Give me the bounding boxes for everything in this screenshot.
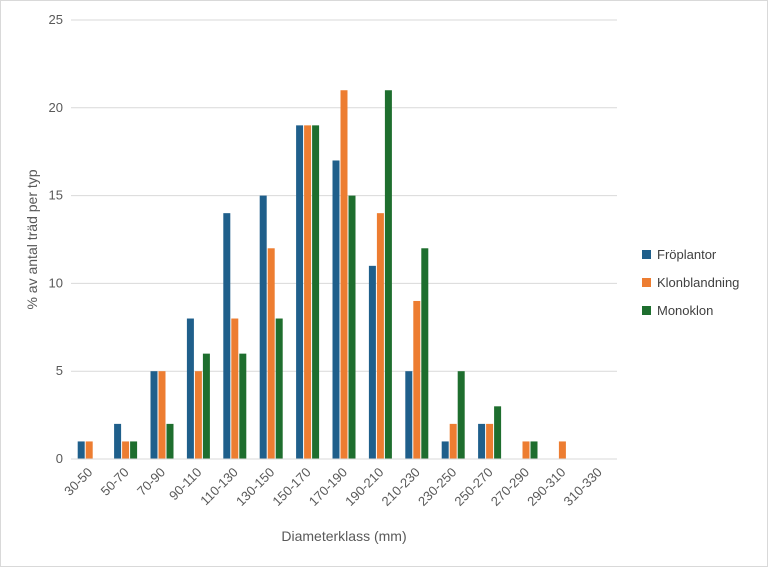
- x-tick-label: 50-70: [98, 465, 132, 499]
- bar-monoklon-270-290: [530, 441, 538, 459]
- legend-label: Klonblandning: [657, 275, 739, 290]
- y-tick-label: 25: [49, 12, 63, 27]
- x-axis-ticks: 30-50 50-70 70-9090-110110-130130-150150-1…: [61, 465, 605, 509]
- bar-klonblandning-210-230: [413, 300, 421, 459]
- legend-label: Fröplantor: [657, 247, 717, 262]
- x-tick-label: 270-290: [488, 465, 532, 509]
- x-axis-title: Diameterklass (mm): [281, 528, 406, 544]
- bar-klonblandning-110-130: [231, 318, 239, 459]
- bar-monoklon-170-190: [348, 195, 356, 459]
- x-tick-label: 230-250: [415, 465, 459, 509]
- bar-monoklon-250-270: [494, 406, 502, 459]
- bar-klonblandning-270-290: [522, 441, 530, 459]
- y-tick-label: 5: [56, 363, 63, 378]
- bar-klonblandning-230-250: [449, 423, 457, 459]
- y-tick-label: 15: [49, 188, 63, 203]
- bar-monoklon-70-90: [166, 423, 174, 459]
- y-tick-label: 0: [56, 451, 63, 466]
- x-tick-label: 210-230: [379, 465, 423, 509]
- bar-monoklon-150-170: [312, 125, 320, 460]
- legend-swatch: [642, 250, 651, 259]
- bar-monoklon-190-210: [384, 90, 392, 460]
- x-tick-label: 30-50: [61, 465, 95, 499]
- legend-swatch: [642, 306, 651, 315]
- bar-fr-plantor-250-270: [478, 423, 486, 459]
- bar-klonblandning-30-50: [85, 441, 93, 459]
- bar-fr-plantor-150-170: [296, 125, 304, 460]
- bar-fr-plantor-130-150: [259, 195, 267, 459]
- bar-monoklon-210-230: [421, 248, 429, 459]
- bar-klonblandning-90-110: [194, 371, 202, 459]
- bars: [77, 90, 566, 460]
- y-axis-ticks: 0 5 10 15 20 25: [49, 12, 63, 466]
- legend: Fröplantor Klonblandning Monoklon: [642, 247, 739, 318]
- bar-fr-plantor-170-190: [332, 160, 340, 460]
- bar-fr-plantor-90-110: [186, 318, 194, 459]
- legend-swatch: [642, 278, 651, 287]
- bar-klonblandning-150-170: [304, 125, 312, 460]
- bar-klonblandning-250-270: [486, 423, 494, 459]
- x-tick-label: 190-210: [342, 465, 386, 509]
- bar-monoklon-110-130: [239, 353, 247, 459]
- bar-monoklon-130-150: [275, 318, 283, 459]
- x-tick-label: 130-150: [233, 465, 277, 509]
- x-tick-label: 250-270: [451, 465, 495, 509]
- x-tick-label: 70-90: [134, 465, 168, 499]
- bar-fr-plantor-30-50: [77, 441, 85, 459]
- bar-klonblandning-70-90: [158, 371, 166, 459]
- x-tick-label: 290-310: [524, 465, 568, 509]
- bar-monoklon-90-110: [202, 353, 210, 459]
- bar-monoklon-230-250: [457, 371, 465, 459]
- bar-fr-plantor-50-70: [114, 423, 122, 459]
- bar-fr-plantor-190-210: [368, 265, 376, 459]
- x-tick-label: 170-190: [306, 465, 350, 509]
- bar-klonblandning-130-150: [267, 248, 275, 459]
- bar-klonblandning-50-70: [122, 441, 130, 459]
- y-tick-label: 10: [49, 275, 63, 290]
- bar-monoklon-50-70: [130, 441, 138, 459]
- x-tick-label: 110-130: [197, 465, 241, 509]
- bar-fr-plantor-70-90: [150, 371, 158, 459]
- bar-fr-plantor-210-230: [405, 371, 413, 459]
- x-tick-label: 310-330: [561, 465, 605, 509]
- bar-fr-plantor-110-130: [223, 213, 231, 459]
- y-axis-title: % av antal träd per typ: [24, 169, 40, 309]
- bar-klonblandning-290-310: [558, 441, 566, 459]
- bar-klonblandning-170-190: [340, 90, 348, 460]
- legend-label: Monoklon: [657, 303, 713, 318]
- x-tick-label: 150-170: [269, 465, 313, 509]
- bar-fr-plantor-230-250: [441, 441, 449, 459]
- bar-klonblandning-190-210: [376, 213, 384, 459]
- y-tick-label: 20: [49, 100, 63, 115]
